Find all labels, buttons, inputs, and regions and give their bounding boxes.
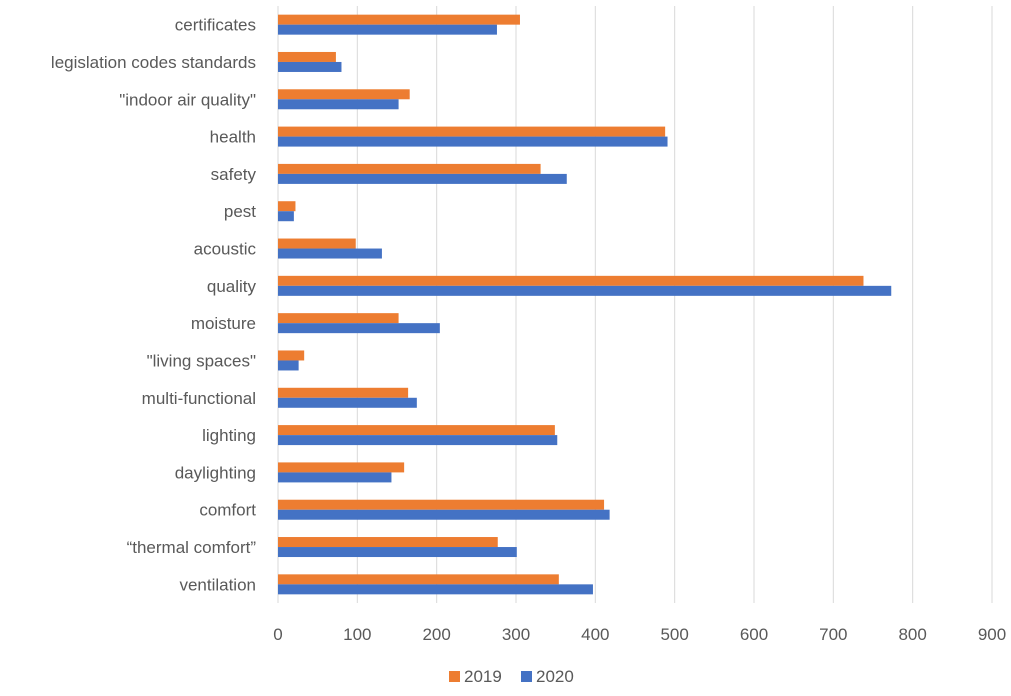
bar-2019 (278, 537, 498, 548)
legend-swatch-2019 (449, 671, 460, 682)
category-label: multi-functional (142, 389, 256, 408)
category-label: “thermal comfort” (127, 538, 257, 557)
bar-2020 (278, 99, 399, 110)
x-tick-label: 0 (273, 625, 282, 644)
x-tick-label: 800 (898, 625, 926, 644)
category-label: "living spaces" (147, 351, 256, 370)
category-label: safety (211, 165, 257, 184)
category-label: ventilation (179, 575, 256, 594)
bar-2020 (278, 360, 299, 371)
x-tick-label: 300 (502, 625, 530, 644)
bar-2019 (278, 126, 666, 137)
bar-2020 (278, 61, 342, 72)
bar-2020 (278, 24, 497, 35)
bar-2019 (278, 499, 605, 510)
bar-2019 (278, 51, 336, 62)
bar-2020 (278, 397, 417, 408)
category-label: daylighting (175, 463, 256, 482)
category-label: health (210, 128, 256, 147)
legend-label: 2020 (536, 667, 574, 686)
bar-2019 (278, 313, 399, 324)
x-tick-label: 400 (581, 625, 609, 644)
x-tick-label: 700 (819, 625, 847, 644)
bar-2019 (278, 89, 410, 100)
x-tick-label: 100 (343, 625, 371, 644)
x-tick-label: 200 (422, 625, 450, 644)
category-label: acoustic (194, 240, 257, 259)
bar-2020 (278, 285, 892, 296)
bar-2019 (278, 574, 559, 585)
bar-2019 (278, 275, 864, 286)
bar-2020 (278, 136, 668, 147)
x-axis-tick-labels: 0 100 200 300 400 500 600 700 800 900 (273, 625, 1006, 644)
bar-2019 (278, 462, 405, 473)
legend-label: 2019 (464, 667, 502, 686)
bar-2019 (278, 425, 555, 436)
category-label: pest (224, 202, 256, 221)
bar-2020 (278, 509, 610, 520)
category-label: "indoor air quality" (119, 90, 256, 109)
bars (278, 14, 892, 595)
category-label: legislation codes standards (51, 53, 256, 72)
bar-2020 (278, 211, 294, 222)
category-label: comfort (199, 501, 256, 520)
bar-2020 (278, 323, 440, 334)
category-labels: certificates legislation codes standards "… (51, 16, 257, 595)
category-label: certificates (175, 16, 256, 35)
bar-2020 (278, 547, 517, 558)
legend-swatch-2020 (521, 671, 532, 682)
x-tick-label: 900 (978, 625, 1006, 644)
legend: 2019 2020 (449, 667, 574, 686)
bar-2020 (278, 173, 567, 184)
bar-2020 (278, 472, 392, 483)
bar-2020 (278, 435, 558, 446)
category-label: lighting (202, 426, 256, 445)
bar-2020 (278, 248, 382, 259)
x-tick-label: 500 (660, 625, 688, 644)
bar-2019 (278, 163, 541, 174)
bar-2019 (278, 387, 409, 398)
bar-2019 (278, 201, 296, 212)
bar-2020 (278, 584, 593, 595)
bar-2019 (278, 238, 356, 249)
bar-2019 (278, 350, 305, 361)
category-label: moisture (191, 314, 256, 333)
category-label: quality (207, 277, 257, 296)
bar-2019 (278, 14, 520, 25)
x-tick-label: 600 (740, 625, 768, 644)
